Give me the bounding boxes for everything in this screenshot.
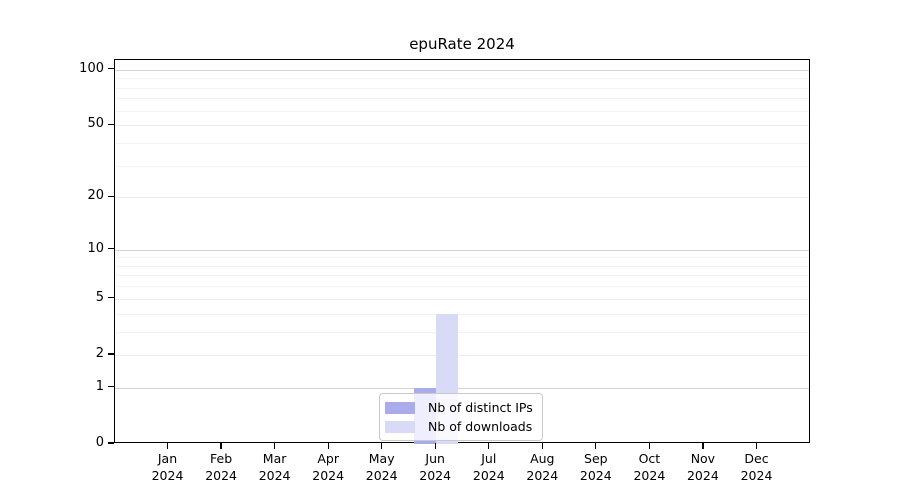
y-tick-label: 100: [79, 60, 104, 76]
x-tick-label: Aug 2024: [512, 450, 572, 484]
x-tick-mark: [327, 443, 329, 449]
x-tick-label: May 2024: [352, 450, 412, 484]
gridline-y-90: [115, 78, 809, 80]
x-tick-label: Sep 2024: [566, 450, 626, 484]
x-tick-label: Oct 2024: [619, 450, 679, 484]
y-tick-label: 1: [95, 378, 104, 394]
x-tick-mark: [381, 443, 383, 449]
x-tick-label: Dec 2024: [727, 450, 787, 484]
gridline-y-30: [115, 165, 809, 167]
x-tick-mark: [702, 443, 704, 449]
gridline-y-100: [115, 69, 809, 71]
gridline-y-80: [115, 87, 809, 89]
x-tick-year: 2024: [686, 468, 719, 483]
x-tick-month: Apr: [317, 451, 339, 466]
gridline-y-2: [115, 354, 809, 356]
x-tick-label: Mar 2024: [245, 450, 305, 484]
y-tick-label: 5: [95, 289, 104, 305]
legend-swatch-icon: [385, 401, 415, 414]
gridline-y-50: [115, 125, 809, 127]
x-tick-mark: [166, 443, 169, 449]
x-tick-year: 2024: [151, 468, 184, 483]
y-tick-mark: [108, 442, 114, 444]
gridline-y-6: [115, 286, 809, 288]
gridline-y-9: [115, 257, 809, 259]
y-tick-mark: [108, 247, 114, 250]
x-tick-mark: [434, 443, 436, 449]
y-tick-mark: [108, 123, 114, 125]
y-tick-mark: [108, 353, 114, 355]
legend-item: Nb of distinct IPs: [385, 398, 533, 417]
x-tick-label: Feb 2024: [191, 450, 251, 484]
x-tick-month: Nov: [690, 451, 716, 466]
gridline-y-1: [115, 387, 809, 389]
x-tick-year: 2024: [312, 468, 345, 483]
chart-title: epuRate 2024: [409, 35, 515, 53]
x-tick-label: Apr 2024: [298, 450, 358, 484]
x-tick-year: 2024: [205, 468, 237, 483]
gridline-y-60: [115, 110, 809, 112]
plot-area: Nb of distinct IPs Nb of downloads: [114, 59, 810, 444]
x-tick-mark: [488, 443, 490, 449]
x-tick-year: 2024: [472, 468, 505, 483]
gridline-y-8: [115, 265, 809, 267]
legend-item: Nb of downloads: [385, 417, 533, 436]
y-tick-label: 2: [95, 345, 104, 361]
y-tick-mark: [108, 68, 114, 70]
x-tick-mark: [273, 443, 276, 449]
x-tick-mark: [541, 443, 543, 449]
x-tick-mark: [755, 443, 758, 449]
x-tick-year: 2024: [633, 468, 666, 483]
x-tick-month: Sep: [584, 451, 608, 466]
legend-swatch-icon: [385, 420, 415, 433]
x-tick-month: Oct: [638, 451, 661, 466]
x-tick-month: Dec: [744, 451, 769, 466]
x-tick-year: 2024: [579, 468, 612, 483]
gridline-y-70: [115, 98, 809, 100]
legend: Nb of distinct IPs Nb of downloads: [379, 393, 543, 441]
legend-label: Nb of downloads: [428, 419, 533, 434]
x-tick-year: 2024: [365, 468, 398, 483]
gridline-y-40: [115, 142, 809, 144]
y-tick-mark: [108, 297, 114, 299]
y-tick-label: 0: [95, 435, 104, 450]
y-tick-mark: [108, 386, 114, 388]
x-tick-label: Jul 2024: [459, 450, 519, 484]
y-tick-label: 50: [87, 116, 104, 132]
x-tick-mark: [595, 443, 597, 449]
x-tick-month: Mar: [262, 451, 287, 466]
x-tick-month: Aug: [530, 451, 555, 466]
y-tick-label: 10: [87, 240, 104, 256]
x-tick-label: Jan 2024: [138, 450, 198, 484]
gridline-y-10: [115, 249, 809, 251]
x-tick-mark: [220, 443, 222, 449]
x-tick-year: 2024: [740, 468, 773, 483]
gridline-y-20: [115, 197, 809, 199]
x-tick-month: Jun: [425, 451, 445, 466]
x-tick-month: May: [368, 451, 395, 466]
x-tick-mark: [648, 443, 651, 449]
gridline-y-3: [115, 331, 809, 333]
x-tick-label: Jun 2024: [405, 450, 465, 484]
gridline-y-5: [115, 298, 809, 300]
y-tick-label: 20: [87, 188, 104, 204]
x-tick-month: Jan: [157, 451, 178, 466]
gridline-y-4: [115, 313, 809, 315]
y-tick-mark: [108, 195, 114, 197]
x-tick-year: 2024: [419, 468, 452, 483]
x-tick-month: Feb: [210, 451, 233, 466]
legend-label: Nb of distinct IPs: [428, 400, 533, 415]
x-tick-label: Nov 2024: [673, 450, 733, 484]
x-tick-year: 2024: [258, 468, 291, 483]
x-tick-month: Jul: [481, 451, 497, 466]
gridline-y-7: [115, 275, 809, 277]
x-tick-year: 2024: [526, 468, 559, 483]
